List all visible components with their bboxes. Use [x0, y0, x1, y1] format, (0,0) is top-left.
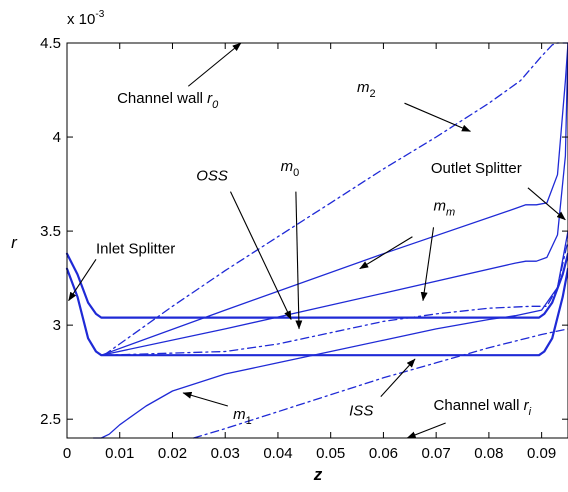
y-axis-multiplier: x 10-3 [67, 9, 105, 28]
x-tick-label: 0.02 [158, 445, 187, 462]
y-multiplier-base: x 10 [67, 11, 95, 28]
y-tick-label: 4.5 [40, 35, 61, 52]
x-tick-label: 0.09 [527, 445, 556, 462]
series-line-m3 [192, 328, 568, 439]
annotation-arrow-m1-label [182, 391, 229, 407]
plot-frame [66, 42, 568, 439]
annotation-label-m1-label: m1 [233, 406, 252, 427]
x-tick-label: 0.04 [263, 445, 292, 462]
x-tick-label: 0 [63, 445, 71, 462]
annotation-arrow-outlet-splitter [527, 187, 566, 221]
annotation-label-iss-label: ISS [349, 402, 373, 419]
x-tick-label: 0.06 [369, 445, 398, 462]
series-line-oss [65, 252, 568, 319]
annotation-arrow-m0-label [295, 191, 303, 330]
annotation-arrow-mm-label [359, 236, 413, 270]
x-tick-label: 0.08 [474, 445, 503, 462]
series-line-iss [65, 267, 568, 357]
axis-layer: 0 0.01 0.02 0.03 0.04 0.05 0.06 0.07 0.08 0.09 2.5… [40, 35, 568, 462]
annotation-label-oss-label: OSS [196, 167, 228, 184]
x-tick-label: 0.05 [316, 445, 345, 462]
series-line-m1 [92, 230, 568, 439]
annotation-label-outlet-splitter: Outlet Splitter [431, 160, 522, 177]
x-tick-label: 0.07 [422, 445, 451, 462]
annotation-arrow-oss-label [229, 191, 292, 320]
y-tick-label: 4 [53, 129, 61, 146]
annotation-layer: Channel wall r0 m2 OSS m0 Outlet Splitter mm I… [68, 42, 566, 439]
annotation-arrow-m2-label [404, 102, 471, 132]
y-axis-label: r [11, 233, 18, 252]
annotation-label-m2-label: m2 [357, 79, 376, 100]
y-tick-label: 3.5 [40, 223, 61, 240]
annotation-arrow-iss-label [380, 358, 416, 397]
y-tick-label: 3 [53, 317, 61, 334]
annotation-label-channel-wall-r0: Channel wall r0 [117, 90, 219, 111]
x-tick-label: 0.03 [211, 445, 240, 462]
y-tick-label: 2.5 [40, 411, 61, 428]
annotation-arrow-mm-arrow-b [420, 227, 435, 302]
plot-area [67, 43, 568, 438]
series-line-m1b [103, 239, 568, 356]
annotation-label-mm-label: mm [434, 197, 456, 218]
series-line-mm [100, 42, 568, 356]
x-axis-label: z [313, 465, 323, 484]
annotation-label-inlet-splitter: Inlet Splitter [96, 241, 175, 258]
annotation-arrow-channel-wall-ri [406, 422, 446, 439]
series-layer [65, 42, 568, 439]
x-tick-label: 0.01 [105, 445, 134, 462]
y-multiplier-exponent: -3 [95, 9, 104, 20]
annotation-label-m0-label: m0 [281, 158, 300, 179]
annotation-label-channel-wall-ri: Channel wall ri [434, 397, 532, 418]
annotation-arrow-channel-wall-r0 [187, 42, 242, 87]
annotation-arrow-inlet-splitter [68, 259, 97, 302]
series-line-m0 [100, 42, 568, 356]
